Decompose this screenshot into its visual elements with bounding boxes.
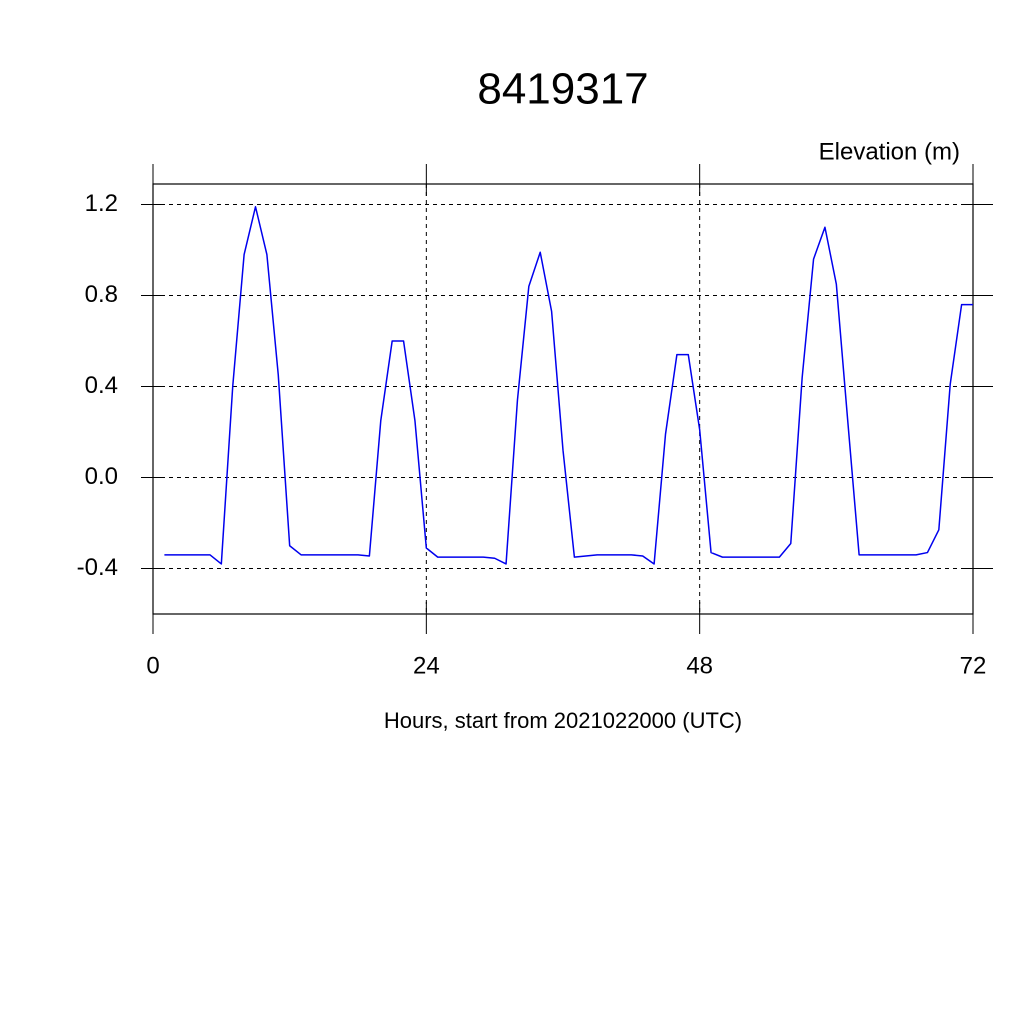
y-axis-label: Elevation (m) — [819, 138, 960, 165]
data-line — [164, 206, 973, 565]
x-axis-label: Hours, start from 2021022000 (UTC) — [384, 708, 742, 733]
y-tick-label: -0.4 — [77, 554, 118, 581]
chart-title: 8419317 — [477, 65, 648, 114]
plot-frame — [152, 183, 974, 615]
y-tick-label: 0.0 — [85, 463, 118, 490]
y-tick-label: 1.2 — [85, 190, 118, 217]
x-tick-label: 24 — [413, 652, 440, 679]
x-tick-label: 72 — [960, 652, 987, 679]
y-tick-label: 0.8 — [85, 281, 118, 308]
x-tick-label: 48 — [686, 652, 713, 679]
y-tick-label: 0.4 — [85, 372, 118, 399]
x-tick-label: 0 — [146, 652, 159, 679]
